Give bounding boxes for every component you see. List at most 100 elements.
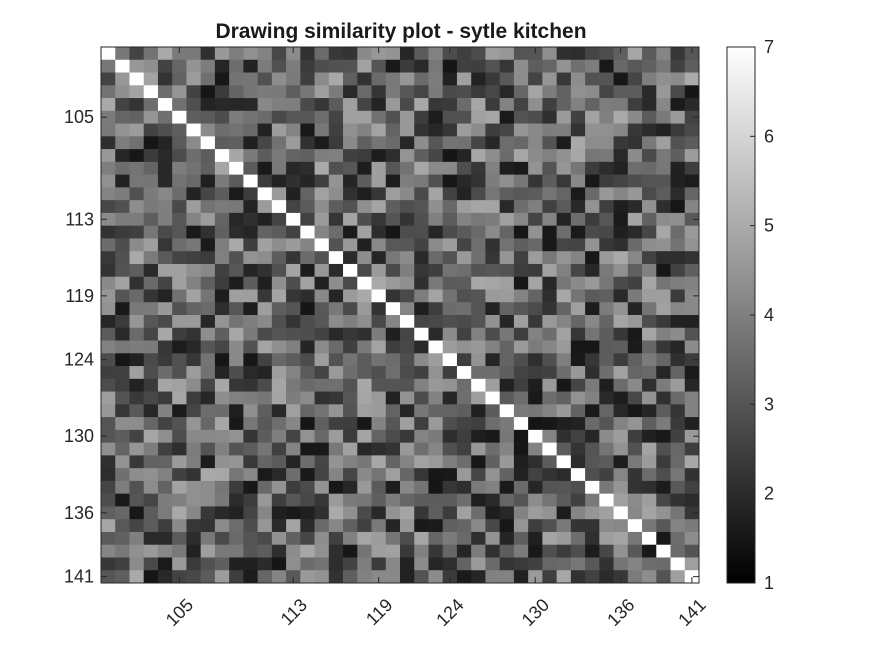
heatmap-cell <box>101 212 116 227</box>
heatmap-cell <box>528 315 543 329</box>
heatmap-cell <box>129 366 145 380</box>
heatmap-cell <box>642 85 657 99</box>
heatmap-cell <box>385 315 401 329</box>
heatmap-cell <box>442 353 458 367</box>
heatmap-cell <box>499 110 515 124</box>
heatmap-cell <box>642 442 657 456</box>
heatmap-cell <box>214 391 230 405</box>
heatmap-cell <box>499 544 515 558</box>
heatmap-cell <box>286 366 301 380</box>
heatmap-cell <box>214 59 230 73</box>
heatmap-cell <box>157 519 173 533</box>
heatmap-cell <box>343 263 358 278</box>
colorbar-tick-label: 1 <box>764 573 774 593</box>
heatmap-cell <box>186 187 202 201</box>
heatmap-cell <box>642 263 657 278</box>
heatmap-cell <box>229 85 244 99</box>
heatmap-cell <box>101 85 116 99</box>
heatmap-cell <box>229 391 244 405</box>
heatmap-cell <box>400 404 415 418</box>
heatmap-cell <box>414 480 429 495</box>
heatmap-cell <box>456 391 472 405</box>
heatmap-cell <box>499 212 515 227</box>
heatmap-cell <box>286 98 301 112</box>
heatmap-cell <box>414 353 429 367</box>
heatmap-cell <box>471 570 486 584</box>
heatmap-cell <box>200 417 216 431</box>
heatmap-cell <box>357 519 372 533</box>
heatmap-cell <box>414 455 429 469</box>
heatmap-cell <box>186 378 202 392</box>
heatmap-cell <box>243 404 259 418</box>
heatmap-cell <box>485 174 501 188</box>
heatmap-cell <box>157 136 173 150</box>
heatmap-cell <box>357 276 372 290</box>
heatmap-cell <box>400 98 415 112</box>
heatmap-cell <box>684 378 700 392</box>
heatmap-cell <box>613 238 629 252</box>
heatmap-cell <box>157 187 173 201</box>
heatmap-cell <box>286 302 301 316</box>
heatmap-cell <box>129 429 145 444</box>
heatmap-cell <box>157 72 173 86</box>
heatmap-cell <box>428 404 444 418</box>
heatmap-cell <box>257 468 273 482</box>
heatmap-cell <box>186 417 202 431</box>
heatmap-cell <box>115 263 130 278</box>
heatmap-cell <box>101 315 116 329</box>
heatmap-cell <box>414 544 429 558</box>
heatmap-cell <box>200 404 216 418</box>
heatmap-cell <box>115 238 130 252</box>
heatmap-cell <box>414 251 429 265</box>
heatmap-cell <box>556 531 572 546</box>
heatmap-cell <box>157 570 173 584</box>
heatmap-cell <box>115 200 130 214</box>
heatmap-cell <box>157 468 173 482</box>
heatmap-cell <box>528 353 543 367</box>
heatmap-cell <box>400 200 415 214</box>
heatmap-cell <box>528 531 543 546</box>
heatmap-cell <box>499 366 515 380</box>
heatmap-cell <box>229 493 244 507</box>
heatmap-cell <box>684 47 700 61</box>
heatmap-cell <box>670 302 686 316</box>
heatmap-cell <box>115 302 130 316</box>
heatmap-cell <box>271 225 287 239</box>
heatmap-cell <box>371 519 387 533</box>
heatmap-cell <box>570 531 586 546</box>
heatmap-cell <box>684 238 700 252</box>
heatmap-cell <box>328 136 344 150</box>
heatmap-cell <box>570 238 586 252</box>
heatmap-cell <box>556 110 572 124</box>
heatmap-cell <box>456 340 472 354</box>
heatmap-cell <box>357 417 372 431</box>
heatmap-cell <box>442 378 458 392</box>
heatmap-cell <box>456 455 472 469</box>
heatmap-cell <box>143 429 159 444</box>
heatmap-cell <box>456 212 472 227</box>
heatmap-cell <box>613 315 629 329</box>
heatmap-cell <box>542 174 558 188</box>
heatmap-cell <box>172 519 187 533</box>
heatmap-cell <box>300 506 315 520</box>
heatmap-cell <box>499 506 515 520</box>
heatmap-cell <box>286 468 301 482</box>
heatmap-cell <box>656 200 671 214</box>
heatmap-cell <box>456 187 472 201</box>
heatmap-cell <box>271 544 287 558</box>
heatmap-cell <box>656 149 671 163</box>
heatmap-cell <box>371 85 387 99</box>
heatmap-cell <box>300 149 315 163</box>
heatmap-cell <box>371 544 387 558</box>
heatmap-cell <box>528 289 543 303</box>
heatmap-cell <box>229 366 244 380</box>
heatmap-cell <box>570 225 586 239</box>
heatmap-cell <box>656 417 671 431</box>
heatmap-cell <box>485 327 501 341</box>
heatmap-cell <box>670 47 686 61</box>
heatmap-cell <box>670 378 686 392</box>
heatmap-cell <box>570 276 586 290</box>
heatmap-cell <box>414 174 429 188</box>
heatmap-cell <box>343 47 358 61</box>
heatmap-cell <box>143 276 159 290</box>
